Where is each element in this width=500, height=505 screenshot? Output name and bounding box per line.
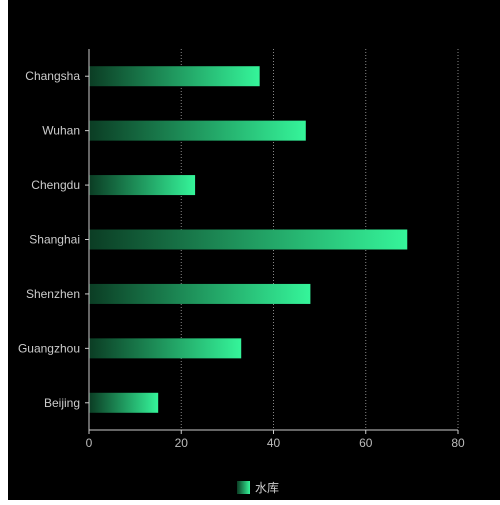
legend-label-series-0[interactable]: 水库 (255, 480, 279, 495)
grid-lines (180, 49, 459, 430)
x-tick-label-20: 20 (175, 436, 189, 450)
y-tick-label-beijing: Beijing (44, 396, 80, 410)
bar-chengdu[interactable] (89, 175, 196, 196)
bar-shenzhen[interactable] (89, 283, 311, 304)
legend-swatch[interactable] (237, 481, 250, 494)
y-tick-label-shanghai: Shanghai (29, 233, 80, 247)
bar-wuhan[interactable] (89, 120, 306, 141)
y-tick-label-wuhan: Wuhan (42, 124, 80, 138)
y-tick-label-shenzhen: Shenzhen (26, 287, 80, 301)
x-tick-label-60: 60 (359, 436, 373, 450)
labels: 0 20 40 60 80 Changsha Wuhan Chengdu Shanghai She… (18, 69, 465, 450)
bar-beijing[interactable] (89, 392, 159, 413)
x-tick-label-0: 0 (86, 436, 93, 450)
bar-shanghai[interactable] (89, 229, 408, 250)
chart-frame: 0 20 40 60 80 Changsha Wuhan Chengdu Shanghai She… (8, 0, 500, 500)
bars (89, 66, 408, 413)
y-tick-label-changsha: Changsha (25, 69, 80, 83)
bar-chart: 0 20 40 60 80 Changsha Wuhan Chengdu Shanghai She… (18, 49, 465, 495)
x-tick-label-80: 80 (451, 436, 465, 450)
bar-guangzhou[interactable] (89, 338, 242, 359)
y-tick-label-chengdu: Chengdu (31, 178, 80, 192)
x-tick-label-40: 40 (267, 436, 281, 450)
y-tick-label-guangzhou: Guangzhou (18, 341, 80, 355)
legend[interactable]: 水库 (237, 480, 279, 495)
bar-changsha[interactable] (89, 66, 260, 87)
axes (85, 49, 459, 434)
